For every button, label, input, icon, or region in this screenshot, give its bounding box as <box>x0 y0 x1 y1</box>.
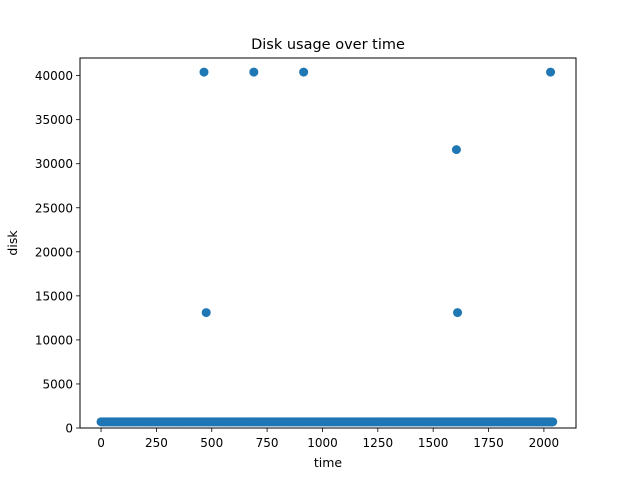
data-point <box>453 308 463 318</box>
y-tick-label: 30000 <box>35 157 73 171</box>
x-axis: 0 250 500 750 1000 1250 1500 1750 2000 <box>97 428 559 450</box>
y-tick-label: 35000 <box>35 113 73 127</box>
y-tick-label: 20000 <box>35 245 73 259</box>
y-axis-label: disk <box>5 230 20 256</box>
data-point <box>201 308 211 318</box>
x-tick-label: 1500 <box>418 436 449 450</box>
x-tick-label: 1250 <box>363 436 394 450</box>
plot-area <box>96 67 558 427</box>
x-tick-label: 1750 <box>473 436 504 450</box>
data-point <box>199 67 209 77</box>
x-tick-label: 750 <box>256 436 279 450</box>
y-tick-label: 5000 <box>42 377 73 391</box>
x-tick-label: 2000 <box>529 436 560 450</box>
y-tick-label: 15000 <box>35 289 73 303</box>
data-point <box>546 67 556 77</box>
y-tick-label: 0 <box>65 422 73 436</box>
plot-frame <box>79 57 577 429</box>
x-tick-label: 1000 <box>307 436 338 450</box>
y-tick-label: 40000 <box>35 69 73 83</box>
x-tick-label: 500 <box>200 436 223 450</box>
data-point <box>249 67 259 77</box>
y-tick-label: 10000 <box>35 333 73 347</box>
x-axis-label: time <box>314 455 343 470</box>
y-tick-label: 25000 <box>35 201 73 215</box>
chart-title: Disk usage over time <box>251 37 405 53</box>
x-tick-label: 0 <box>97 436 105 450</box>
x-tick-label: 250 <box>145 436 168 450</box>
data-point <box>299 67 309 77</box>
y-axis: 0 5000 10000 15000 20000 25000 30000 35000 40000 <box>35 69 80 436</box>
data-point-baseline <box>548 417 558 427</box>
data-point <box>451 145 461 155</box>
